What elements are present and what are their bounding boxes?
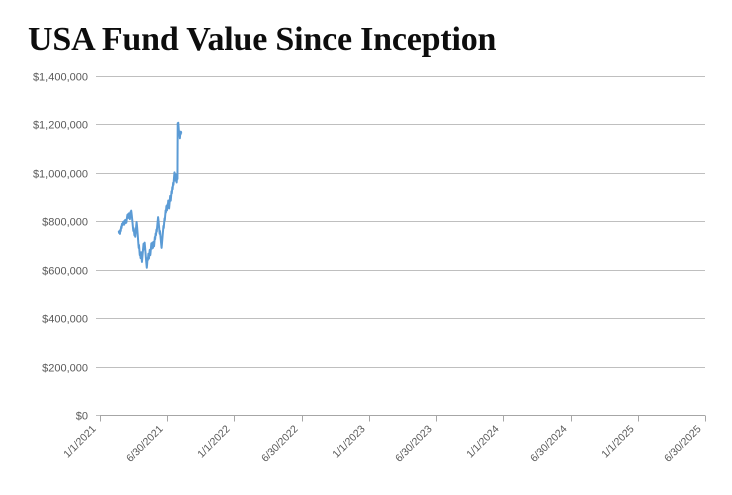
x-axis bbox=[100, 415, 706, 422]
x-axis-tick-label: 6/30/2024 bbox=[528, 423, 570, 465]
y-axis-tick-label: $0 bbox=[76, 411, 88, 423]
x-axis-tick-label: 6/30/2021 bbox=[124, 423, 166, 465]
y-axis-tick-label: $800,000 bbox=[42, 217, 88, 229]
y-axis-tick-label: $600,000 bbox=[42, 266, 88, 278]
x-axis-tick-label: 6/30/2025 bbox=[662, 423, 704, 465]
x-axis-tick-label: 6/30/2023 bbox=[393, 423, 435, 465]
x-axis-tick-labels: 1/1/2021 6/30/2021 1/1/2022 6/30/2022 1/1/20… bbox=[61, 423, 703, 465]
y-axis-tick-label: $1,000,000 bbox=[33, 169, 88, 181]
y-axis-tick-label: $400,000 bbox=[42, 314, 88, 326]
y-axis-tick-label: $1,400,000 bbox=[33, 72, 88, 84]
x-axis-tick-label: 1/1/2023 bbox=[330, 423, 367, 460]
gridlines bbox=[96, 76, 705, 416]
y-axis-tick-label: $200,000 bbox=[42, 363, 88, 375]
x-axis-tick-label: 1/1/2025 bbox=[599, 423, 636, 460]
x-axis-tick-label: 1/1/2022 bbox=[195, 423, 232, 460]
page-title: USA Fund Value Since Inception bbox=[28, 21, 497, 58]
series-line bbox=[117, 121, 183, 269]
x-axis-tick-label: 6/30/2022 bbox=[259, 423, 301, 465]
y-axis-tick-label: $1,200,000 bbox=[33, 120, 88, 132]
x-axis-tick-label: 1/1/2024 bbox=[464, 423, 501, 460]
y-axis-tick-labels: $0 $200,000 $400,000 $600,000 $800,000 $1,000… bbox=[33, 72, 88, 423]
x-axis-tick-label: 1/1/2021 bbox=[61, 423, 98, 460]
data-series bbox=[117, 121, 183, 269]
